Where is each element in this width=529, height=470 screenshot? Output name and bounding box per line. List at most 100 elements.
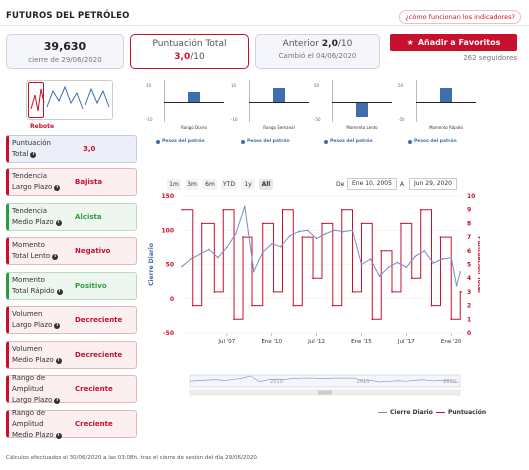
close-point: [423, 250, 426, 252]
mini-caption: Rango Diario: [181, 125, 207, 130]
close-point: [405, 266, 408, 269]
mini-caption: Rango Semanal: [263, 125, 295, 130]
scrollbar-thumb[interactable]: [318, 390, 332, 395]
indicator-value: Bajista: [75, 178, 103, 186]
score-point: [430, 304, 433, 307]
mini-bar: [440, 88, 452, 102]
y-right-title: Puntuación Total: [476, 236, 480, 293]
close-point: [181, 265, 183, 268]
info-icon[interactable]: i: [56, 289, 63, 295]
score-point: [380, 250, 383, 252]
indicator-name-line1: Tendencia: [12, 172, 48, 180]
score-point: [251, 304, 253, 307]
score-point: [450, 318, 453, 321]
price-caption: cierre de 29/06/2020: [28, 56, 102, 64]
range-button[interactable]: 6m: [203, 179, 217, 190]
y-right-tick: 7: [467, 234, 471, 241]
indicator-row[interactable]: Rango de Amplitud Medio Plazo i Creciente: [6, 408, 137, 439]
indicator-name-line2: Medio Plazo i: [12, 355, 75, 366]
add-favorites-button[interactable]: ★ Añadir a Favoritos: [390, 34, 517, 51]
footer-note: Cálculos efectuados el 30/06/2020 a las …: [6, 455, 259, 461]
indicator-name: Momento Total Rápido i: [9, 275, 75, 297]
score-point: [222, 208, 225, 211]
indicator-name-line1: Volumen: [12, 345, 43, 353]
mini-axis: [164, 80, 165, 122]
info-icon[interactable]: i: [54, 185, 61, 191]
mini-legend[interactable]: Pesos del patrón: [241, 139, 290, 144]
close-point: [455, 284, 458, 287]
indicator-name-text: Medio Plazo: [12, 218, 54, 226]
mini-caption: Momento Rápido: [429, 125, 463, 130]
indicator-value: Alcista: [75, 213, 102, 221]
mini-tick-bottom: -10: [231, 117, 238, 122]
range-button[interactable]: All: [259, 179, 273, 190]
previous-caption: Cambió el 04/06/2020: [278, 52, 357, 60]
range-button[interactable]: 1m: [167, 179, 181, 190]
indicator-value: Positivo: [75, 282, 107, 290]
indicator-value: Decreciente: [75, 316, 123, 324]
score-point: [321, 222, 323, 225]
followers-count: 262 seguidores: [463, 54, 517, 62]
info-icon[interactable]: i: [30, 152, 37, 158]
indicator-row[interactable]: Tendencia Medio Plazo i Alcista: [6, 203, 137, 231]
info-icon[interactable]: i: [55, 432, 62, 439]
y-left-tick: 100: [161, 227, 174, 234]
indicator-name: Volumen Medio Plazo i: [9, 344, 75, 366]
indicator-row[interactable]: Momento Total Lento i Negativo: [6, 237, 137, 265]
navigator[interactable]: [189, 374, 461, 388]
legend-score[interactable]: Puntuación: [436, 409, 486, 416]
mini-legend[interactable]: Pesos del patrón: [156, 139, 205, 144]
range-button[interactable]: YTD: [221, 179, 237, 190]
pattern-thumbnail[interactable]: [26, 80, 113, 120]
legend-score-swatch: [436, 411, 445, 414]
indicator-row[interactable]: Volumen Largo Plazo i Decreciente: [6, 306, 137, 334]
close-point: [315, 237, 318, 240]
indicator-row[interactable]: Tendencia Largo Plazo i Bajista: [6, 168, 137, 196]
indicator-name-text: Total Lento: [12, 252, 51, 260]
legend-close[interactable]: Cierre Diario: [378, 409, 433, 416]
score-point: [200, 222, 203, 225]
mini-chart: 50 -50 Momento Rápido: [398, 80, 478, 140]
score-series-line: [182, 209, 462, 320]
legend-close-swatch: [378, 411, 387, 414]
indicator-name-line1: Rango de Amplitud: [12, 408, 46, 428]
score-point: [391, 291, 393, 293]
from-date-input[interactable]: Ene 10, 2005: [347, 178, 397, 190]
info-icon[interactable]: i: [54, 397, 61, 404]
indicator-value: Creciente: [75, 420, 113, 428]
x-tick-label: Jul '12: [307, 339, 325, 345]
indicator-row[interactable]: Volumen Medio Plazo i Decreciente: [6, 341, 137, 369]
y-left-tick: 150: [161, 193, 174, 200]
indicator-name: Puntuación Total i: [9, 138, 75, 160]
score-card: Puntuación Total 3,0/10: [130, 34, 249, 69]
indicator-name-text: Largo Plazo: [12, 395, 53, 404]
indicator-name-text: Medio Plazo: [12, 356, 54, 364]
mini-baseline: [249, 102, 309, 103]
info-icon[interactable]: i: [55, 358, 62, 364]
to-date-input[interactable]: Jun 29, 2020: [409, 178, 458, 190]
info-icon[interactable]: i: [55, 220, 62, 226]
navigator-tick: 2020: [443, 379, 456, 385]
price-value: 39,630: [43, 40, 87, 53]
close-point: [459, 271, 462, 273]
info-icon[interactable]: i: [54, 323, 61, 329]
info-icon[interactable]: i: [52, 254, 59, 260]
indicator-row[interactable]: Rango de Amplitud Largo Plazo i Creciente: [6, 374, 137, 404]
close-point: [208, 248, 210, 251]
legend-dot-icon: [156, 139, 160, 144]
indicator-row[interactable]: Puntuación Total i 3,0: [6, 135, 137, 163]
score-point: [191, 304, 194, 307]
mini-baseline: [164, 102, 224, 103]
y-right-tick: 6: [467, 248, 471, 255]
mini-legend[interactable]: Pesos del patrón: [408, 139, 457, 144]
indicator-row[interactable]: Momento Total Rápido i Positivo: [6, 272, 137, 300]
mini-tick-bottom: -50: [314, 117, 321, 122]
range-button[interactable]: 3m: [185, 179, 199, 190]
close-point: [226, 246, 228, 249]
mini-axis: [332, 80, 333, 122]
range-button[interactable]: 1y: [241, 179, 255, 190]
mini-legend[interactable]: Pesos del patrón: [324, 139, 373, 144]
score-point: [439, 236, 442, 238]
help-link[interactable]: ¿cómo funcionan los indicadores?: [399, 10, 521, 24]
